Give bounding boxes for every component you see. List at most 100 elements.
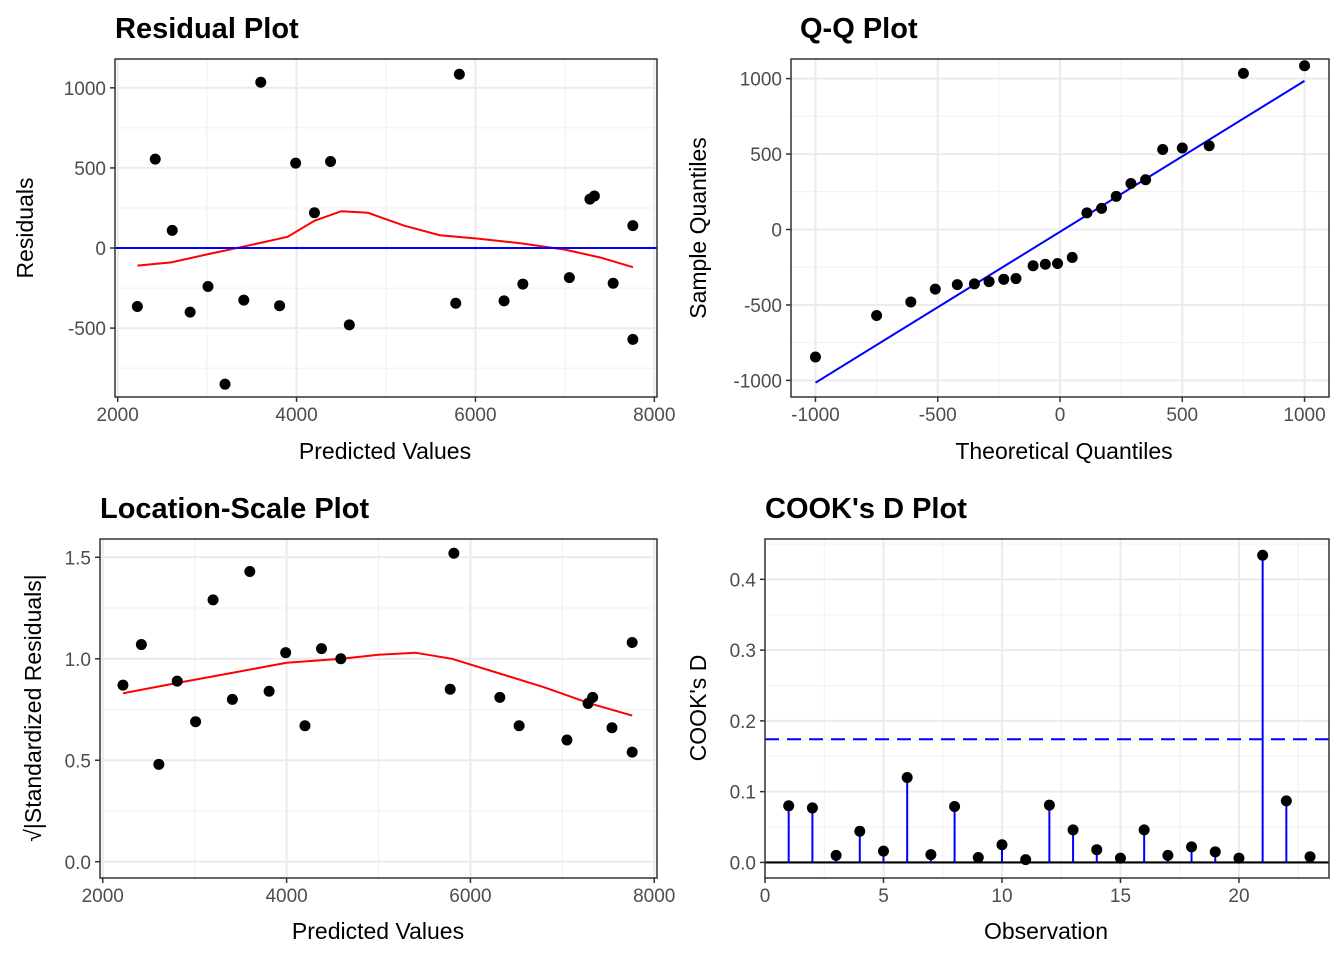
- x-tick-label: -1000: [791, 405, 840, 426]
- y-tick-label: 0.3: [730, 641, 756, 662]
- qq-point: [809, 351, 821, 363]
- qq-point: [1110, 190, 1122, 202]
- qq-point: [1203, 140, 1215, 152]
- residual-point: [563, 272, 575, 284]
- residual-point: [450, 297, 462, 309]
- y-tick-label: 0: [771, 221, 782, 242]
- qq-point: [929, 283, 941, 295]
- x-tick-label: 15: [1110, 886, 1131, 907]
- qq-point: [1027, 260, 1039, 272]
- residual-point: [184, 306, 196, 318]
- location-scale-point: [207, 594, 219, 606]
- qq-y-axis-label: Sample Quantiles: [685, 137, 711, 319]
- x-tick-label: 5: [878, 886, 889, 907]
- cooks-d-point: [854, 825, 866, 837]
- x-tick-label: 1000: [1283, 405, 1325, 426]
- location-scale-point: [626, 637, 638, 649]
- location-scale-point: [244, 565, 256, 577]
- location-scale-panel: 2000 4000 6000 8000 0.0 0.5 1.0 1.5: [65, 538, 675, 907]
- residual-point: [308, 207, 320, 219]
- location-scale-y-axis-label: √|Standardized Residuals|: [20, 574, 46, 842]
- location-scale-point: [117, 679, 129, 691]
- residual-point: [627, 333, 639, 345]
- cooks-d-point: [1162, 849, 1174, 861]
- y-tick-label: 0.0: [730, 853, 756, 874]
- residual-point: [149, 153, 161, 165]
- y-tick-label: 0.5: [65, 751, 91, 772]
- y-tick-label: 500: [750, 145, 782, 166]
- x-tick-label: 2000: [97, 405, 139, 426]
- qq-point: [871, 310, 883, 322]
- cooks-d-plot-background: [765, 539, 1329, 878]
- residual-point: [202, 280, 214, 292]
- location-scale-point: [280, 647, 292, 659]
- qq-plot-title: Q-Q Plot: [800, 13, 918, 45]
- qq-point: [1176, 142, 1188, 154]
- location-scale-point: [263, 685, 275, 697]
- location-scale-point: [335, 653, 347, 665]
- qq-point: [1140, 174, 1152, 186]
- location-scale-point: [171, 675, 183, 687]
- y-tick-label: 0: [95, 239, 106, 260]
- cooks-d-point: [949, 801, 961, 813]
- y-tick-label: 1000: [740, 70, 782, 91]
- residual-point: [325, 156, 337, 168]
- x-tick-label: 10: [991, 886, 1012, 907]
- residual-panel-border: [114, 58, 658, 398]
- y-tick-label: 500: [74, 159, 106, 180]
- cooks-d-point: [972, 851, 984, 863]
- y-tick-label: 0.4: [730, 570, 757, 591]
- residual-plot-area: [115, 59, 657, 397]
- x-tick-label: 2000: [82, 886, 124, 907]
- cooks-d-point: [1043, 799, 1055, 811]
- cooks-d-panel-border: [764, 538, 1330, 879]
- location-scale-point: [153, 758, 165, 770]
- cooks-d-x-axis-label: Observation: [984, 918, 1108, 944]
- location-scale-point: [606, 722, 618, 734]
- residual-point: [588, 190, 600, 202]
- cooks-d-point: [925, 849, 937, 861]
- cooks-d-point: [996, 839, 1008, 851]
- cooks-d-point: [1304, 851, 1316, 863]
- y-tick-label: 0.2: [730, 712, 756, 733]
- qq-point: [998, 273, 1010, 285]
- location-scale-point: [444, 683, 456, 695]
- cooks-d-point: [1020, 854, 1032, 866]
- residual-panel: 2000 4000 6000 8000 -500 0 500 1000: [64, 58, 675, 426]
- location-scale-point: [135, 639, 147, 651]
- cooks-d-plot-area: [765, 539, 1329, 878]
- residual-point: [627, 220, 639, 232]
- location-scale-point: [190, 716, 202, 728]
- y-tick-label: 1.0: [65, 650, 91, 671]
- location-scale-plot-title: Location-Scale Plot: [100, 493, 369, 525]
- x-tick-label: 20: [1228, 886, 1249, 907]
- y-tick-label: 0.1: [730, 783, 756, 804]
- qq-plot-area: [791, 59, 1329, 397]
- cooks-d-point: [806, 802, 818, 814]
- x-tick-label: 8000: [633, 886, 675, 907]
- y-tick-label: -1000: [733, 371, 782, 392]
- residual-point: [219, 378, 231, 390]
- cooks-d-point: [901, 772, 913, 784]
- cooks-d-point: [1138, 824, 1150, 836]
- residual-point: [343, 319, 355, 331]
- location-scale-x-axis-label: Predicted Values: [292, 918, 464, 944]
- cooks-d-point: [1114, 852, 1126, 864]
- qq-point: [1125, 177, 1137, 189]
- cooks-d-point: [1091, 844, 1103, 856]
- x-tick-label: 8000: [633, 405, 675, 426]
- location-scale-point: [561, 734, 573, 746]
- qq-point: [1237, 67, 1249, 79]
- residual-plot-title: Residual Plot: [115, 13, 299, 45]
- y-tick-label: 1.5: [65, 548, 91, 569]
- cooks-d-point: [1280, 795, 1292, 807]
- location-scale-point: [513, 720, 525, 732]
- qq-point: [1010, 273, 1022, 285]
- residual-point: [517, 278, 529, 290]
- qq-line-0: [814, 80, 1306, 384]
- x-tick-label: -500: [919, 405, 957, 426]
- qq-point: [983, 276, 995, 288]
- residual-point: [498, 295, 510, 307]
